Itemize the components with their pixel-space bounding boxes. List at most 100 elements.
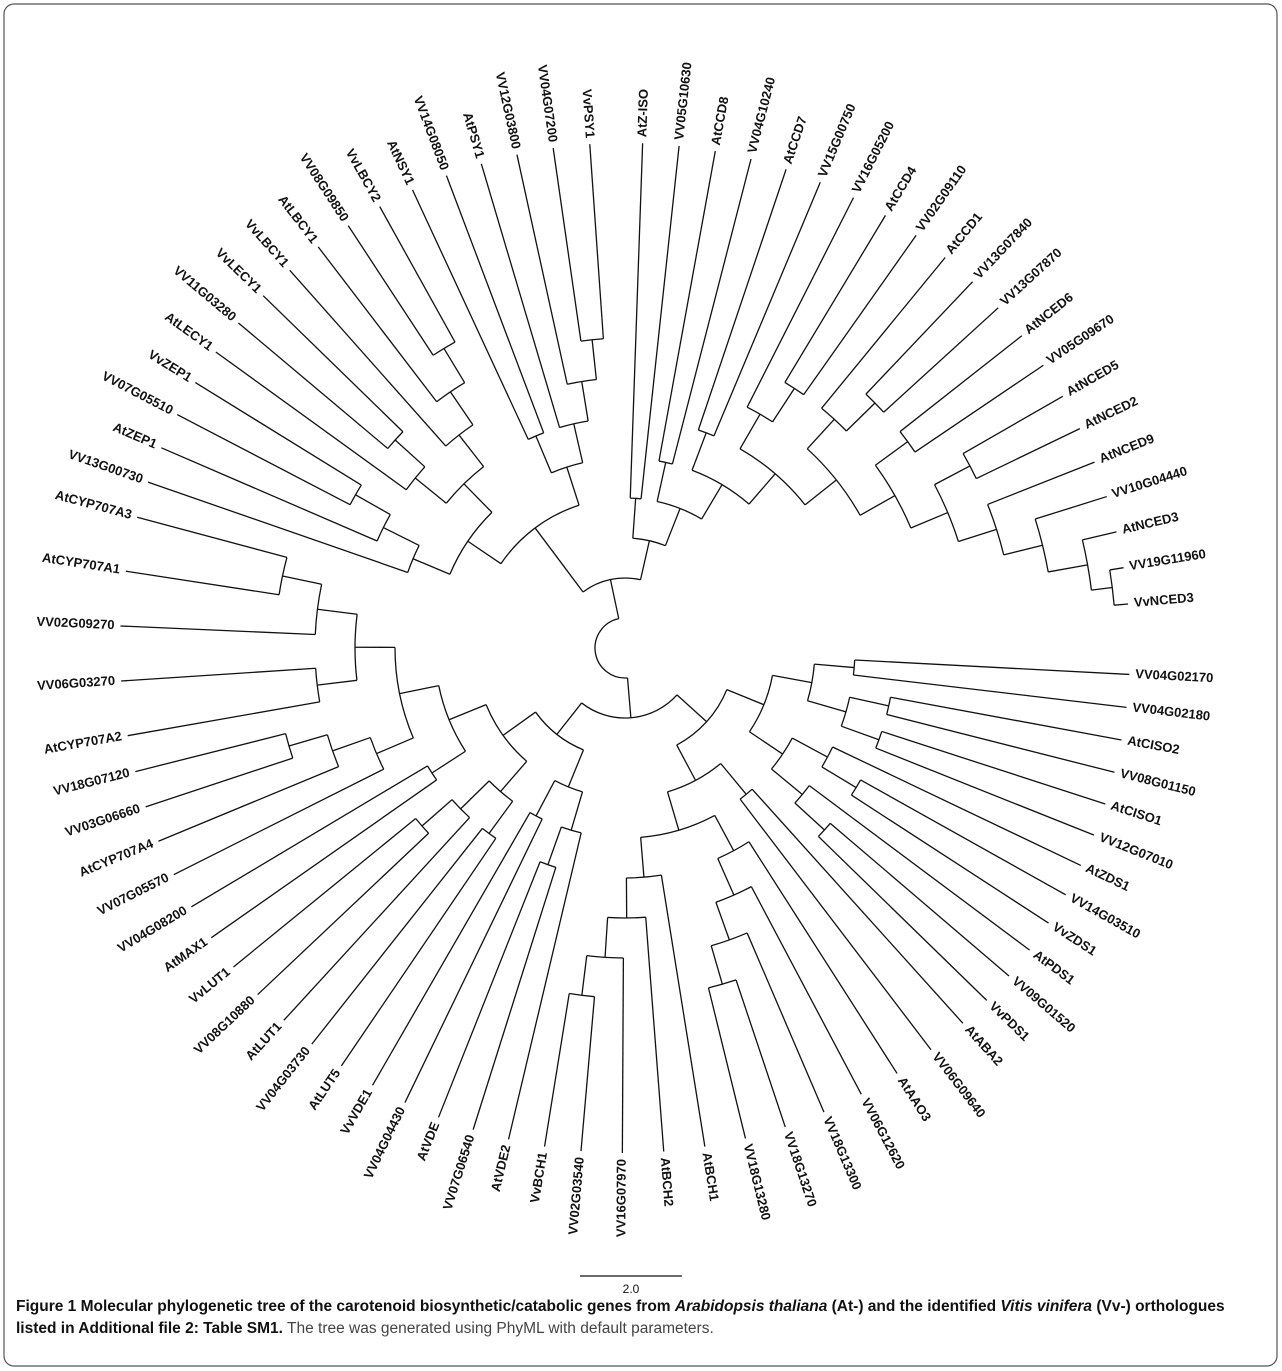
leaf-label: AtCYP707A3 <box>54 487 134 522</box>
leaf-label: AtCCD8 <box>708 95 732 146</box>
branch <box>120 625 316 636</box>
branch <box>854 659 1130 676</box>
leaf-label: VV04G08200 <box>115 903 190 956</box>
leaf-label: AtCCD4 <box>881 163 920 213</box>
branch <box>865 281 974 395</box>
leaf-label: VV04G10240 <box>744 75 778 154</box>
branch <box>829 822 1010 977</box>
branch <box>448 704 487 721</box>
branch <box>717 858 735 896</box>
branch <box>411 189 529 440</box>
leaf-label: AtPSY1 <box>460 111 488 160</box>
branch <box>383 527 420 547</box>
branch-arc <box>715 886 752 903</box>
leaf-label: VV12G07010 <box>1097 829 1175 872</box>
leaf-label: VV12G03800 <box>493 71 524 150</box>
leaf-label: VV06G12620 <box>858 1096 908 1172</box>
leaf-label: AtCCD1 <box>942 209 985 256</box>
branch <box>640 837 645 878</box>
branch-arc <box>658 460 673 465</box>
branch <box>739 413 761 450</box>
branch <box>173 768 385 876</box>
branch-arc <box>850 779 862 796</box>
branch <box>463 483 493 513</box>
leaf-label: VV02G03540 <box>565 1156 587 1235</box>
branch-arc <box>481 827 497 839</box>
branch <box>875 441 909 466</box>
leaf-label: VvBCH1 <box>527 1151 550 1204</box>
branch <box>558 559 584 593</box>
caption-italic: Vitis vinifera <box>1000 1298 1093 1315</box>
branch <box>233 818 417 968</box>
branch <box>543 993 570 1147</box>
branch <box>191 765 428 908</box>
branch <box>748 841 898 1074</box>
leaf-label: VV15G00750 <box>815 101 859 179</box>
branch <box>710 945 723 985</box>
leaf-label: VV19G11960 <box>1128 546 1207 573</box>
branch <box>347 225 434 356</box>
leaf-label: VV04G04430 <box>361 1104 409 1181</box>
caption-bold: (At-) and the identified <box>827 1298 1001 1315</box>
leaf-label: AtNCED9 <box>1097 431 1156 466</box>
leaf-label: AtAAO3 <box>895 1074 934 1124</box>
leaf-label: AtNCED5 <box>1064 357 1122 399</box>
leaf-label: VV18G13300 <box>820 1114 865 1192</box>
branch <box>860 779 1066 896</box>
leaf-label: VV02G09270 <box>36 614 115 632</box>
caption-italic: Arabidopsis thaliana <box>674 1298 828 1315</box>
branch <box>1082 531 1117 541</box>
branch <box>772 674 812 684</box>
branch-arc <box>278 557 288 595</box>
branch-arc <box>691 469 750 505</box>
branch-arc <box>817 822 831 837</box>
branch <box>449 391 474 426</box>
leaf-label: VV13G00730 <box>66 446 145 486</box>
branch <box>591 339 598 380</box>
branch <box>750 886 862 1095</box>
branch <box>137 516 288 559</box>
branch <box>570 791 584 831</box>
branch <box>394 439 426 468</box>
leaf-label: VvLECY1 <box>213 245 265 296</box>
leaf-label: AtCYP707A4 <box>77 835 156 879</box>
branch <box>645 917 665 1152</box>
branch <box>808 785 1031 951</box>
leaf-label: VvVDE1 <box>337 1086 375 1137</box>
branch <box>676 744 697 781</box>
branch <box>676 694 708 723</box>
leaf-label: AtZ-ISO <box>634 89 651 138</box>
branch-arc <box>630 497 642 500</box>
leaf-label: VV18G07120 <box>52 765 131 799</box>
leaf-label: VV03G06660 <box>63 801 142 840</box>
branch <box>632 498 637 539</box>
branch-arc <box>407 545 420 573</box>
branch-arc <box>875 731 883 749</box>
branch <box>127 701 320 737</box>
branch <box>853 674 1127 709</box>
branch <box>502 711 536 736</box>
branch <box>556 702 583 735</box>
branch-arc <box>899 431 916 453</box>
branch <box>803 234 917 396</box>
branch-arc <box>806 664 815 701</box>
leaf-label: AtVDE <box>413 1119 442 1162</box>
branch <box>845 402 876 432</box>
branch <box>1048 564 1088 573</box>
branch <box>121 667 316 682</box>
leaf-label: AtZDS1 <box>1083 860 1132 894</box>
branch <box>841 725 880 741</box>
branch <box>975 428 1081 480</box>
leaf-label: AtNCED2 <box>1082 393 1141 432</box>
branch-arc <box>821 746 834 768</box>
branch <box>987 461 1095 506</box>
branch <box>714 815 735 852</box>
branch <box>437 861 541 1118</box>
leaf-label: AtBCH2 <box>658 1157 677 1207</box>
branch <box>135 733 286 773</box>
frame <box>3 3 1278 1367</box>
branch-arc <box>405 466 426 491</box>
branch-arc <box>594 618 628 679</box>
branch <box>507 832 582 1140</box>
branch <box>581 955 588 996</box>
